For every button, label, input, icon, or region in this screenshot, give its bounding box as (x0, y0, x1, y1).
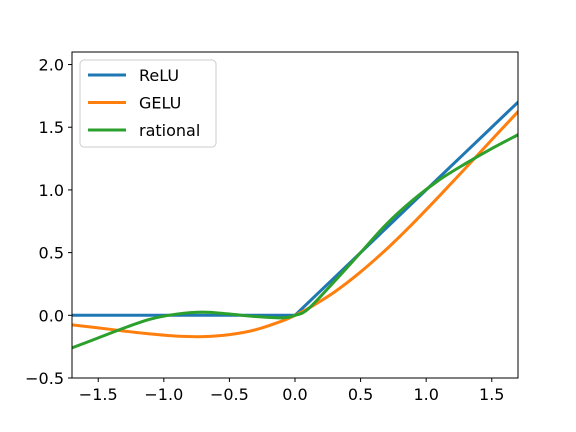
x-tick-label: −1.5 (79, 385, 118, 404)
legend-label-relu: ReLU (139, 66, 179, 85)
y-tick-label: 0.0 (39, 306, 64, 325)
x-tick-label: 1.5 (479, 385, 504, 404)
x-tick-label: 0.0 (282, 385, 307, 404)
x-tick-label: −0.5 (210, 385, 249, 404)
y-tick-label: 2.0 (39, 56, 64, 75)
legend-box (79, 59, 217, 148)
x-tick-label: 1.0 (413, 385, 438, 404)
legend-label-gelu: GELU (139, 94, 181, 113)
series-line-rational (72, 133, 518, 350)
x-tick-label: 0.5 (348, 385, 373, 404)
x-axis: −1.5 −1.0 −0.5 0.0 0.5 1.0 1.5 (79, 378, 504, 404)
legend: ReLU GELU rational (79, 59, 217, 148)
x-tick-label: −1.0 (144, 385, 183, 404)
legend-label-rational: rational (139, 121, 200, 140)
y-tick-label: 0.5 (39, 244, 64, 263)
y-tick-label: 1.0 (39, 181, 64, 200)
y-axis: −0.5 0.0 0.5 1.0 1.5 2.0 (25, 56, 72, 388)
y-tick-label: 1.5 (39, 118, 64, 137)
series-lines (72, 100, 518, 350)
y-tick-label: −0.5 (25, 369, 64, 388)
